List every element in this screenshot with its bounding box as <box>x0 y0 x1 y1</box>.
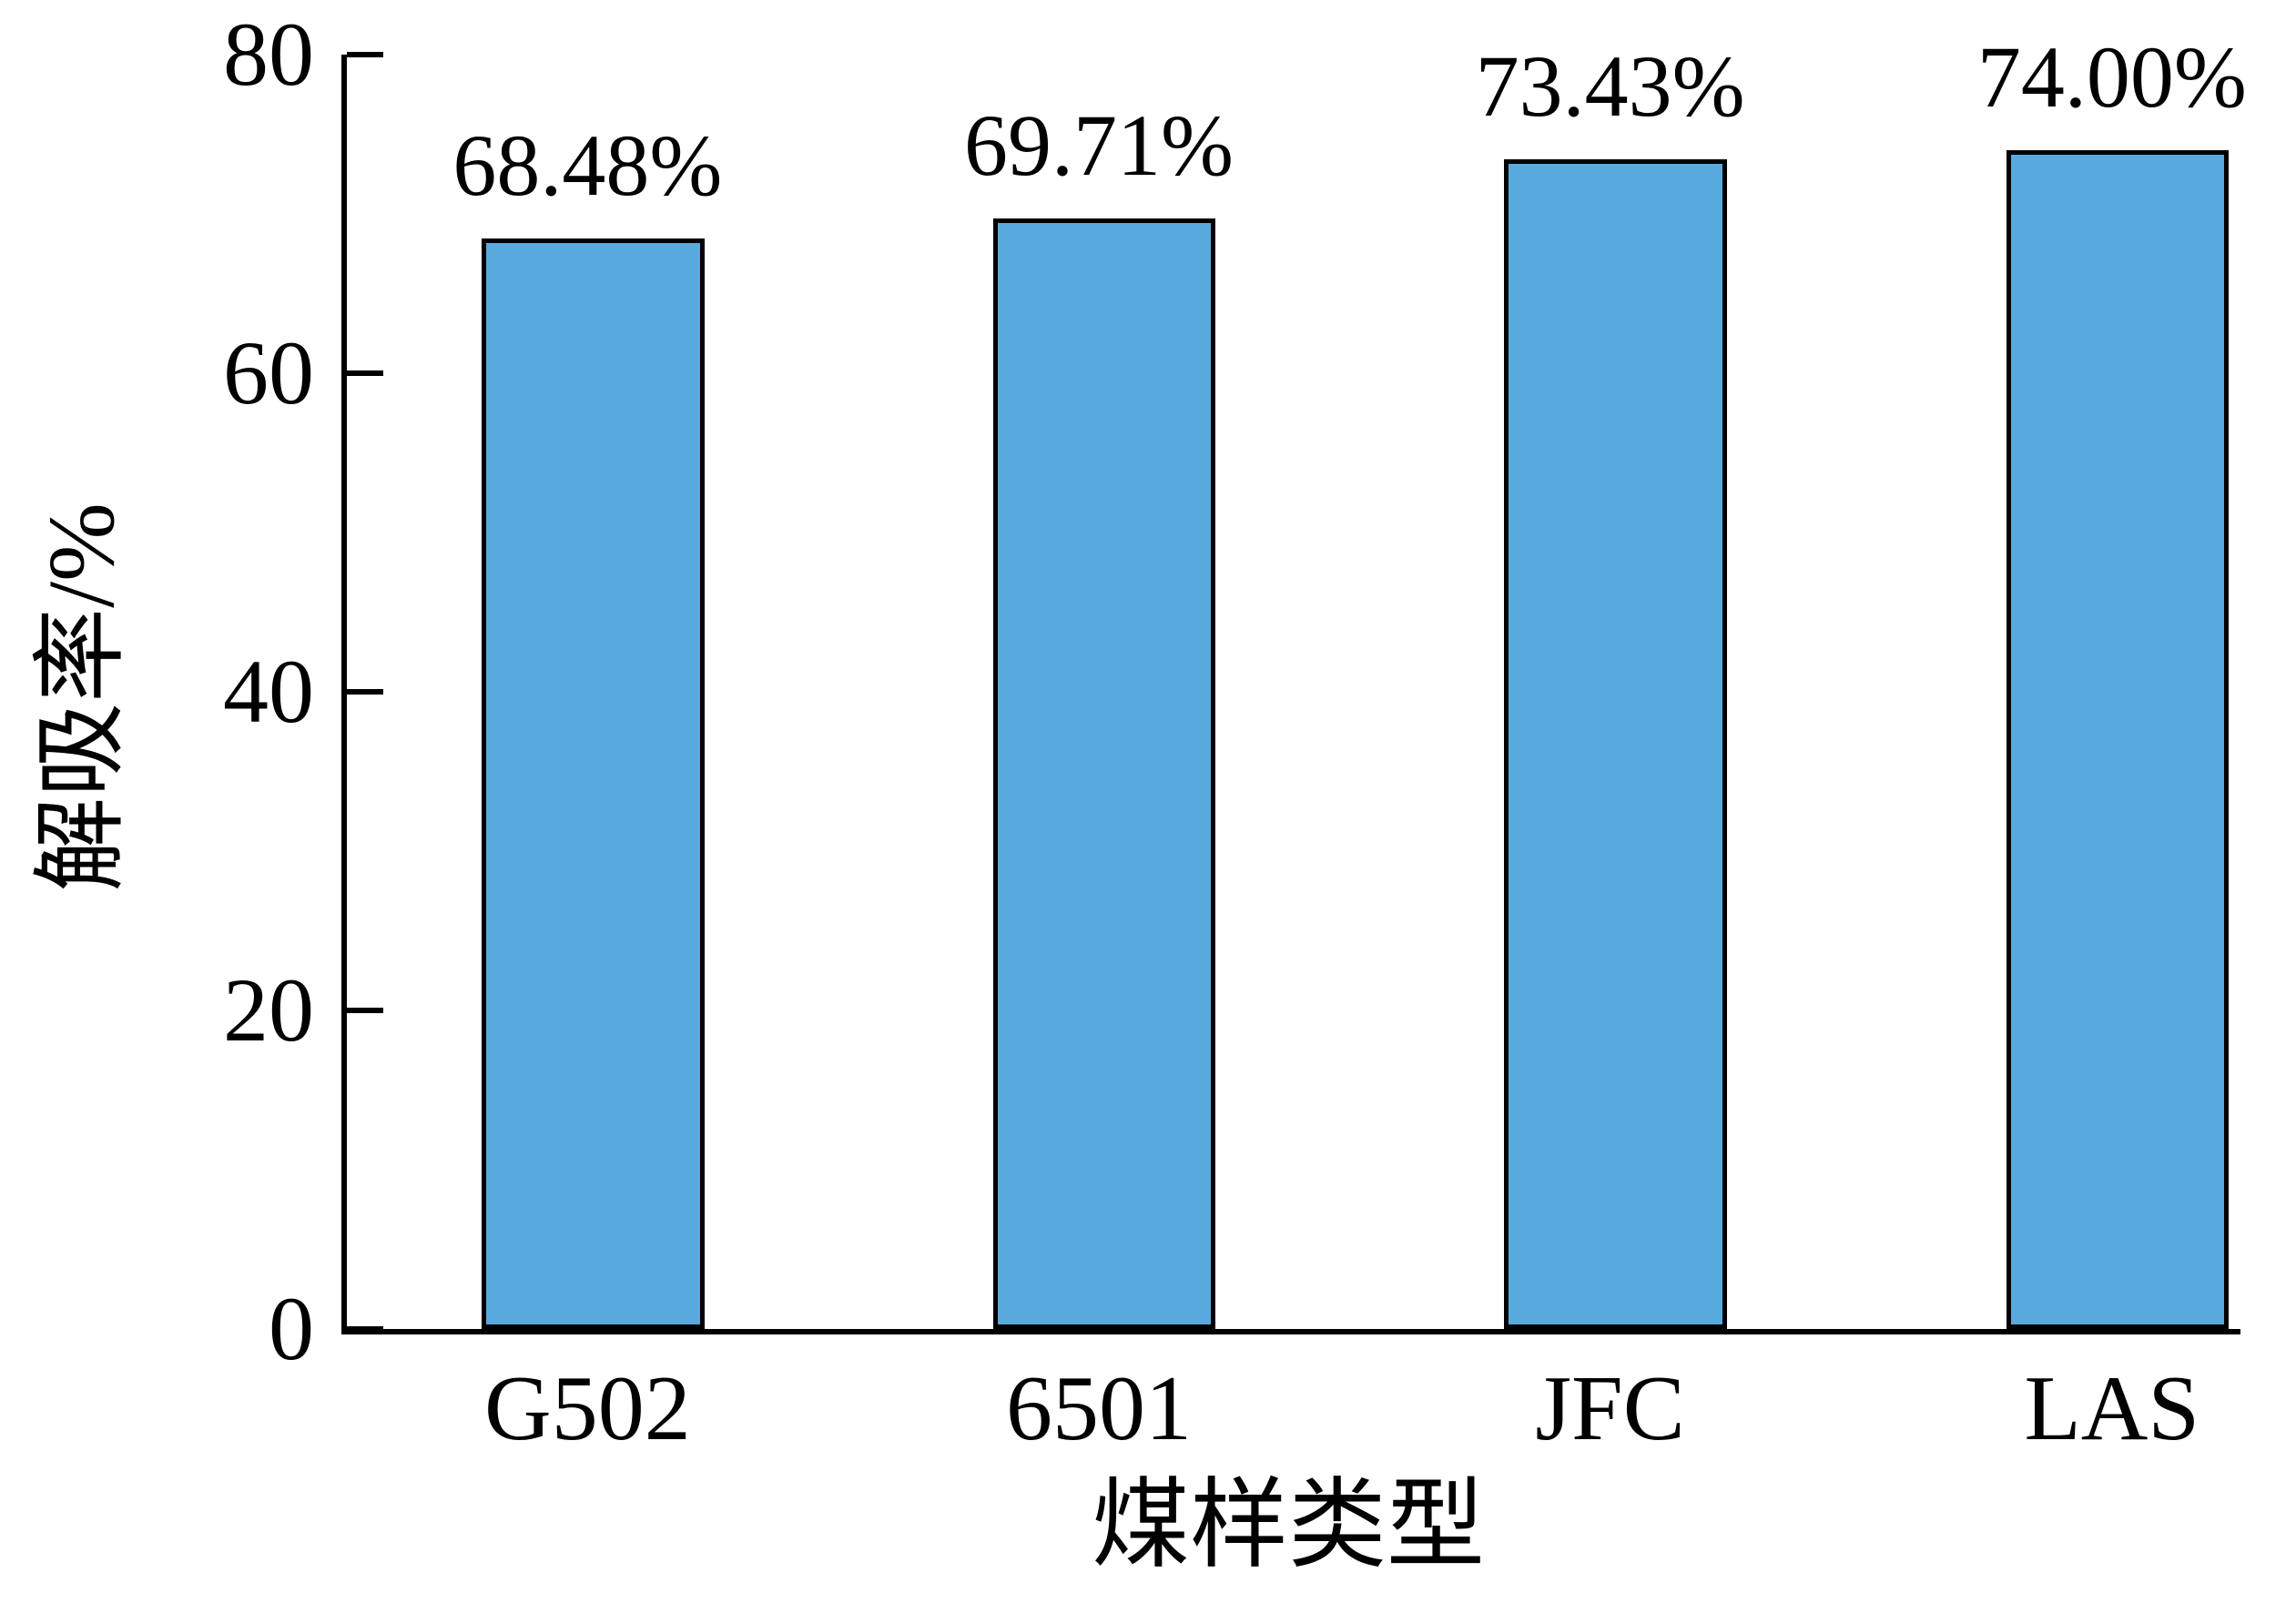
y-tick-label: 80 <box>223 4 314 105</box>
y-axis-tick <box>347 689 383 695</box>
x-tick-label: 6501 <box>1006 1357 1192 1460</box>
bar-value-label: 74.00% <box>1976 28 2247 126</box>
bar-value-label: 69.71% <box>964 96 1234 195</box>
x-tick-label: LAS <box>2024 1357 2200 1460</box>
bar <box>992 218 1216 1329</box>
bar <box>2006 150 2229 1329</box>
bar-value-label: 68.48% <box>452 116 723 214</box>
y-tick-label: 40 <box>223 641 314 742</box>
x-axis-title: 煤样类型 <box>1091 1472 1486 1580</box>
y-axis-tick <box>347 1008 383 1013</box>
y-tick-label: 20 <box>223 959 314 1060</box>
plot-area <box>341 52 2240 1334</box>
x-tick-label: JFC <box>1535 1357 1685 1460</box>
bar <box>1504 158 1727 1329</box>
y-tick-label: 0 <box>269 1278 314 1379</box>
y-axis-tick <box>347 52 383 57</box>
bar <box>482 238 705 1329</box>
y-axis-tick <box>347 1326 383 1332</box>
y-axis-tick <box>347 370 383 376</box>
x-tick-label: G502 <box>484 1357 691 1460</box>
bar-value-label: 73.43% <box>1475 36 1745 135</box>
y-tick-label: 60 <box>223 322 314 423</box>
